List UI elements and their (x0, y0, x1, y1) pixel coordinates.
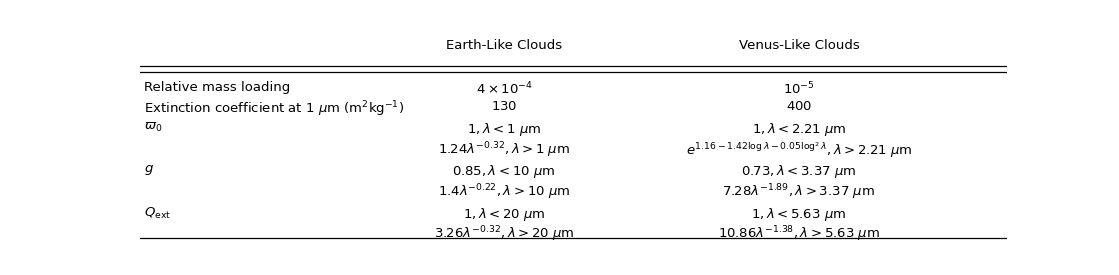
Text: $g$: $g$ (144, 163, 154, 177)
Text: $130$: $130$ (491, 100, 517, 113)
Text: $0.73, \lambda < 3.37\ \mu$m: $0.73, \lambda < 3.37\ \mu$m (741, 163, 857, 180)
Text: $0.85, \lambda < 10\ \mu$m: $0.85, \lambda < 10\ \mu$m (452, 163, 556, 180)
Text: $10.86\lambda^{-1.38}, \lambda > 5.63\ \mu$m: $10.86\lambda^{-1.38}, \lambda > 5.63\ \… (718, 225, 880, 244)
Text: $10^{-5}$: $10^{-5}$ (783, 81, 815, 97)
Text: $1, \lambda < 2.21\ \mu$m: $1, \lambda < 2.21\ \mu$m (752, 121, 846, 138)
Text: Earth-Like Clouds: Earth-Like Clouds (446, 39, 562, 52)
Text: $1, \lambda < 1\ \mu$m: $1, \lambda < 1\ \mu$m (467, 121, 542, 138)
Text: $3.26\lambda^{-0.32}, \lambda > 20\ \mu$m: $3.26\lambda^{-0.32}, \lambda > 20\ \mu$… (434, 225, 574, 244)
Text: $1.4\lambda^{-0.22}, \lambda > 10\ \mu$m: $1.4\lambda^{-0.22}, \lambda > 10\ \mu$m (438, 182, 571, 202)
Text: $7.28\lambda^{-1.89}, \lambda > 3.37\ \mu$m: $7.28\lambda^{-1.89}, \lambda > 3.37\ \m… (723, 182, 875, 202)
Text: $Q_\mathrm{ext}$: $Q_\mathrm{ext}$ (144, 206, 171, 221)
Text: Extinction coefficient at 1 $\mu$m (m$^{2}$kg$^{-1}$): Extinction coefficient at 1 $\mu$m (m$^{… (144, 100, 404, 119)
Text: $4 \times 10^{-4}$: $4 \times 10^{-4}$ (476, 81, 533, 97)
Text: $e^{1.16-1.42\log\lambda-0.05\log^2\lambda}, \lambda > 2.21\ \mu$m: $e^{1.16-1.42\log\lambda-0.05\log^2\lamb… (686, 140, 912, 160)
Text: $\varpi_0$: $\varpi_0$ (144, 121, 162, 134)
Text: $1, \lambda < 5.63\ \mu$m: $1, \lambda < 5.63\ \mu$m (751, 206, 847, 222)
Text: $1, \lambda < 20\ \mu$m: $1, \lambda < 20\ \mu$m (463, 206, 545, 222)
Text: $400$: $400$ (786, 100, 812, 113)
Text: Relative mass loading: Relative mass loading (144, 81, 291, 94)
Text: $1.24\lambda^{-0.32}, \lambda > 1\ \mu$m: $1.24\lambda^{-0.32}, \lambda > 1\ \mu$m (438, 140, 571, 159)
Text: Venus-Like Clouds: Venus-Like Clouds (739, 39, 859, 52)
